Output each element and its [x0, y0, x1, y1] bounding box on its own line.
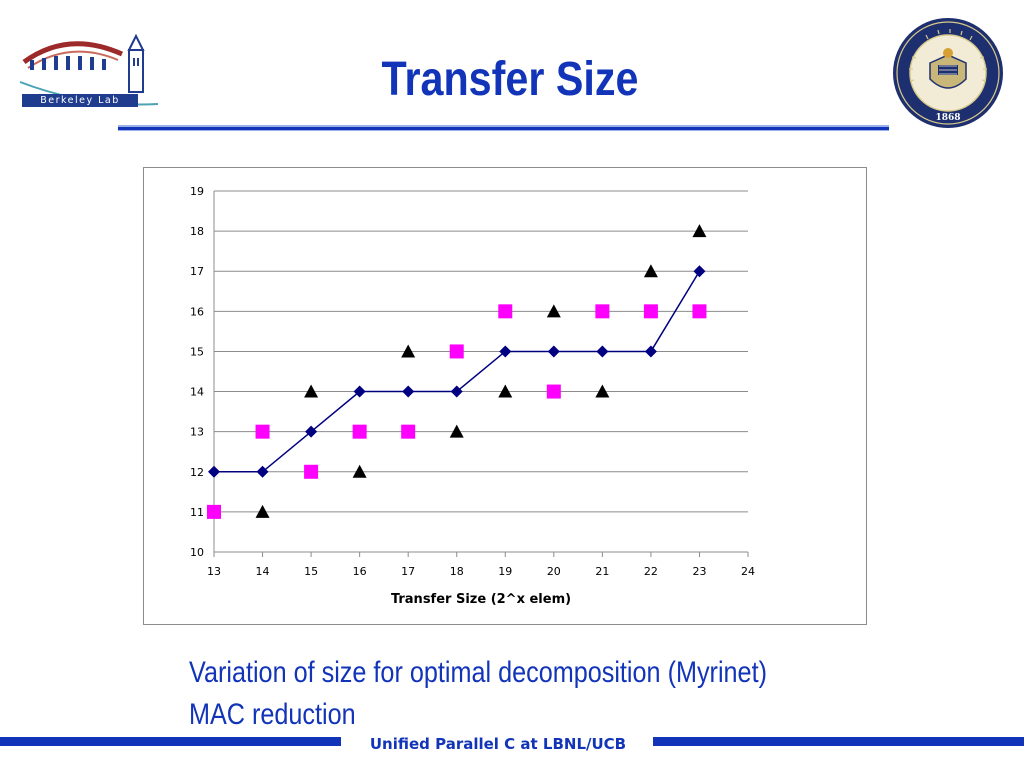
triangle-point [595, 384, 610, 398]
x-tick-label: 21 [595, 565, 609, 578]
series-line [214, 270, 701, 473]
y-tick-label: 15 [190, 345, 204, 358]
chart-frame: 10 11 12 13 14 15 16 17 18 19 13 14 15 16 17 18 19 20 21 22… [143, 167, 867, 625]
x-axis-label: Transfer Size (2^x elem) [391, 592, 571, 607]
berkeley-lab-wordmark: Berkeley Lab [22, 94, 138, 107]
diamond-point [402, 385, 415, 398]
triangle-point [352, 464, 367, 478]
y-tick-label: 13 [190, 426, 204, 439]
slide-title: Transfer Size [381, 53, 639, 106]
triangle-point [498, 384, 513, 398]
triangle-point [692, 224, 707, 238]
triangle-point [401, 344, 416, 358]
x-tick-label: 20 [547, 565, 561, 578]
triangle-point [449, 424, 464, 438]
y-tick-label: 18 [190, 225, 204, 238]
diamond-point [644, 345, 657, 358]
square-point [643, 304, 658, 319]
caption-line-2: MAC reduction [189, 698, 356, 731]
title-underline [118, 125, 889, 131]
square-point [449, 344, 464, 359]
footer-text: Unified Parallel C at LBNL/UCB [369, 735, 627, 753]
diamond-point [596, 345, 609, 358]
x-tick-label: 19 [498, 565, 512, 578]
university-of-california-seal: 1868 [892, 17, 1004, 129]
square-point [255, 424, 270, 439]
seal-year: 1868 [935, 113, 961, 123]
diamond-point [305, 425, 318, 438]
diamond-point [547, 345, 560, 358]
square-point [304, 464, 319, 479]
square-point [401, 424, 416, 439]
x-tick-label: 16 [353, 565, 367, 578]
square-point [352, 424, 367, 439]
triangle-point [546, 304, 561, 318]
square-point [207, 504, 221, 519]
y-tick-label: 11 [190, 506, 204, 519]
y-tick-label: 10 [190, 546, 204, 559]
y-tick-label: 19 [190, 185, 204, 198]
triangle-point [255, 504, 270, 518]
square-point [546, 384, 561, 399]
triangle-point [643, 264, 658, 278]
berkeley-lab-icon [19, 34, 159, 106]
diamond-point [256, 465, 269, 478]
square-point [498, 304, 513, 319]
y-tick-label: 17 [190, 265, 204, 278]
diamond-point [693, 265, 706, 278]
footer-bar-right [653, 737, 1024, 746]
y-tick-label: 12 [190, 466, 204, 479]
diamond-point [353, 385, 366, 398]
x-tick-label: 24 [741, 565, 755, 578]
uc-seal-icon [893, 18, 1003, 128]
diamond-point [499, 345, 512, 358]
square-point [692, 304, 707, 319]
footer-bar-left [0, 737, 341, 746]
diamond-point [450, 385, 463, 398]
transfer-size-chart: 10 11 12 13 14 15 16 17 18 19 13 14 15 16 17 18 19 20 21 22… [190, 185, 755, 607]
x-tick-label: 17 [401, 565, 415, 578]
x-tick-label: 14 [256, 565, 270, 578]
y-tick-label: 14 [190, 386, 204, 399]
caption-line-1: Variation of size for optimal decomposit… [189, 656, 767, 689]
triangle-point [304, 384, 319, 398]
slide-caption: Variation of size for optimal decomposit… [189, 652, 767, 736]
x-tick-label: 13 [207, 565, 221, 578]
square-point [595, 304, 610, 319]
x-tick-label: 18 [450, 565, 464, 578]
berkeley-lab-logo: Berkeley Lab [18, 34, 160, 114]
diamond-point [208, 465, 220, 478]
y-tick-label: 16 [190, 305, 204, 318]
x-tick-label: 15 [304, 565, 318, 578]
x-tick-label: 22 [644, 565, 658, 578]
x-tick-label: 23 [692, 565, 706, 578]
